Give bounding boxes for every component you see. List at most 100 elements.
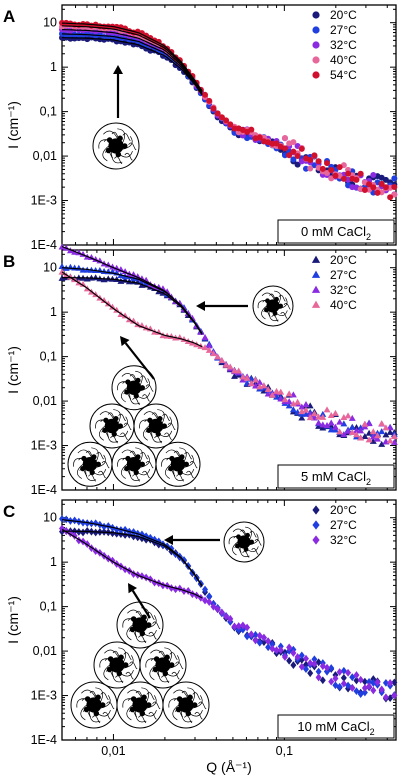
condition-box	[277, 219, 395, 244]
core-lobe	[139, 630, 146, 637]
core-lobe	[130, 616, 137, 622]
core-lobe	[139, 710, 146, 717]
polymer-loop	[138, 715, 147, 723]
annotation-arrow	[128, 583, 151, 619]
polymer-chain	[232, 541, 239, 556]
data-point	[345, 170, 352, 177]
polymer-loop	[88, 474, 96, 482]
polymer-loop	[98, 470, 106, 479]
polymer-chain	[179, 447, 187, 462]
data-point	[252, 382, 259, 389]
polymer-chain	[150, 649, 166, 659]
data-point	[252, 630, 259, 639]
core-lobe	[235, 543, 240, 549]
core-lobe	[191, 702, 198, 708]
data-point	[340, 431, 348, 438]
data-point	[290, 139, 297, 146]
data-point	[386, 437, 394, 444]
data-point	[336, 682, 343, 691]
polymer-loop	[280, 311, 288, 319]
core-lobe	[124, 465, 130, 472]
core-lobe	[122, 662, 129, 668]
y-tick-label: 0,1	[40, 105, 57, 119]
polymer-chain	[135, 447, 143, 462]
data-point	[273, 140, 280, 147]
legend-marker	[312, 26, 320, 34]
polymer-loop	[198, 701, 207, 710]
core-lobe	[141, 614, 147, 621]
data-point	[302, 406, 310, 413]
core-lobe	[118, 654, 124, 661]
core-lobe	[236, 534, 241, 540]
data-point	[298, 662, 305, 671]
legend-marker	[312, 535, 320, 545]
data-point	[378, 180, 385, 187]
polymer-loop	[278, 294, 286, 302]
data-point	[390, 433, 398, 440]
data-point	[327, 412, 335, 419]
data-point	[340, 414, 348, 421]
y-axis-label: I (cm⁻¹)	[5, 101, 21, 149]
data-point	[286, 656, 293, 665]
data-point	[260, 638, 267, 647]
data-point	[311, 655, 318, 664]
core-lobe	[93, 710, 100, 717]
polymer-chain	[121, 449, 137, 459]
data-point	[92, 528, 99, 537]
data-point	[273, 387, 280, 394]
core-lobe	[111, 431, 117, 437]
fit-line	[61, 22, 203, 92]
y-tick-label: 10	[43, 511, 57, 525]
core-lobe	[179, 454, 185, 460]
cluster-micelle	[67, 441, 113, 487]
data-point	[223, 117, 230, 124]
data-point	[340, 420, 348, 427]
core-lobe	[121, 143, 128, 149]
fit-line	[61, 528, 203, 599]
data-point	[286, 152, 293, 159]
core-lobe	[185, 710, 192, 717]
polymer-loop	[129, 661, 138, 670]
data-point	[382, 693, 389, 702]
data-point	[256, 134, 263, 141]
annotation-arrow	[196, 301, 248, 311]
y-tick-label: 1E-3	[31, 439, 57, 453]
data-point	[386, 428, 394, 435]
cluster-micelle	[70, 681, 118, 729]
polymer-chain	[126, 704, 134, 721]
data-point	[218, 357, 226, 364]
data-point	[269, 640, 276, 649]
cluster-micelle	[93, 641, 141, 689]
polymer-loop	[122, 133, 131, 141]
arrow-shaft	[124, 342, 155, 380]
data-point	[357, 675, 364, 684]
core-lobe	[139, 385, 145, 391]
data-point	[365, 436, 373, 443]
data-point	[328, 677, 335, 686]
core-lobe	[102, 427, 108, 433]
data-point	[227, 614, 234, 623]
data-point	[391, 691, 398, 700]
core-lobe	[278, 303, 283, 309]
arrow-head	[164, 535, 173, 545]
data-point	[147, 575, 154, 584]
polymer-chain	[99, 425, 106, 441]
legend-label: 32°C	[330, 533, 357, 547]
data-point	[269, 644, 276, 653]
fit-line	[61, 29, 203, 94]
polymer-loop	[145, 384, 154, 392]
polymer-loop	[167, 422, 176, 430]
fit-line	[61, 25, 203, 93]
core-lobe	[135, 377, 141, 383]
y-tick-label: 1E-4	[31, 483, 57, 497]
data-point	[269, 140, 276, 147]
data-point	[214, 110, 221, 117]
data-point	[265, 643, 272, 652]
legend-marker	[312, 41, 320, 49]
polymer-chain	[117, 128, 126, 144]
data-point	[336, 172, 343, 179]
data-point	[366, 181, 373, 188]
fit-line	[62, 277, 203, 335]
arrow-head	[120, 336, 130, 347]
